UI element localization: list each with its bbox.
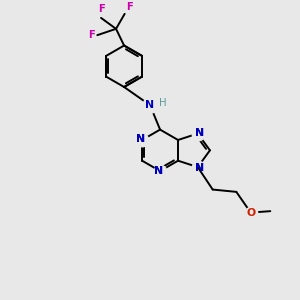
- Text: F: F: [98, 4, 104, 14]
- Text: F: F: [126, 2, 133, 12]
- Text: N: N: [136, 134, 145, 144]
- Text: N: N: [195, 163, 204, 173]
- Text: N: N: [154, 166, 163, 176]
- Text: N: N: [195, 128, 204, 138]
- Text: H: H: [159, 98, 166, 108]
- Text: N: N: [136, 134, 145, 144]
- Text: O: O: [246, 208, 255, 218]
- Text: F: F: [88, 30, 94, 40]
- Text: N: N: [146, 100, 154, 110]
- Text: N: N: [195, 163, 204, 173]
- Text: N: N: [195, 128, 204, 138]
- Text: N: N: [154, 166, 163, 176]
